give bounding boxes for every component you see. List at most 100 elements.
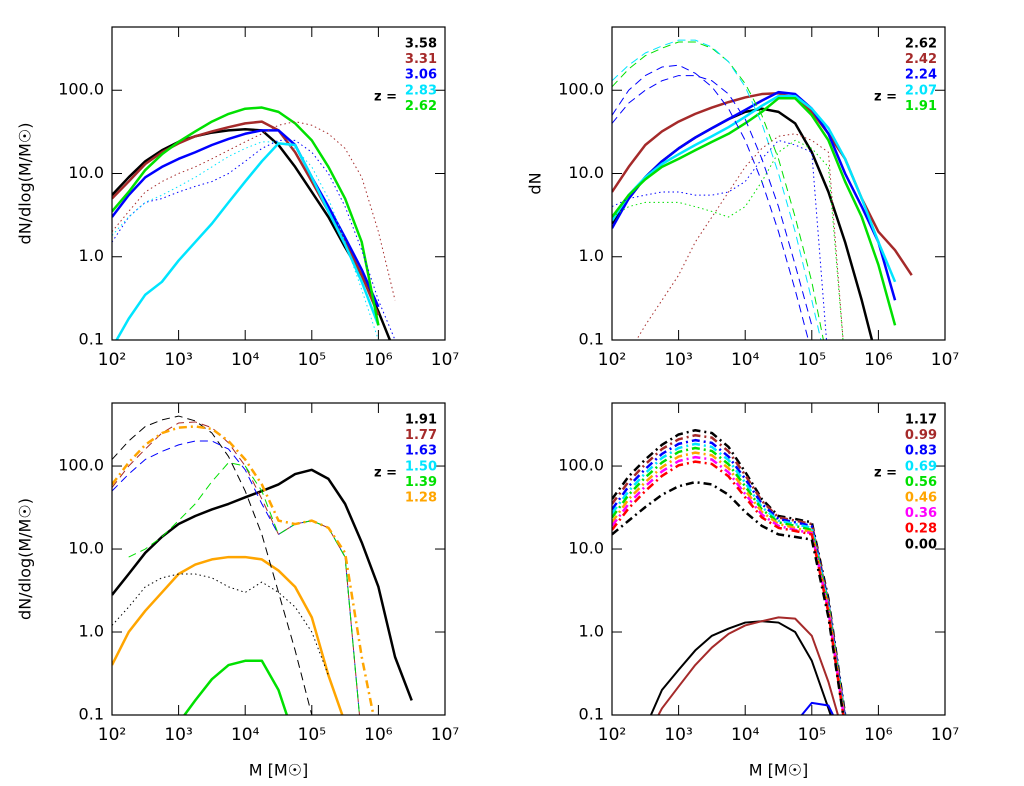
series-line <box>112 120 380 316</box>
y-tick-label: 10.0 <box>68 539 104 558</box>
x-tick-label: 10⁴ <box>731 350 760 370</box>
x-tick-label: 10⁴ <box>231 350 260 370</box>
plot-area <box>612 428 847 715</box>
series-line <box>612 39 822 340</box>
y-axis-label: dN/dlog(M/M☉) <box>16 498 35 620</box>
legend-entry: 2.62 <box>405 99 437 114</box>
x-tick-label: 10³ <box>664 350 692 370</box>
series-line <box>612 442 846 715</box>
x-tick-label: 10³ <box>664 725 692 745</box>
series-line <box>612 139 844 340</box>
x-tick-label: 10⁵ <box>298 725 326 745</box>
x-tick-label: 10⁵ <box>798 350 826 370</box>
plot-frame <box>611 26 946 341</box>
plot-area <box>112 415 413 715</box>
y-tick-label: 10.0 <box>568 163 604 182</box>
x-tick-label: 10⁷ <box>431 725 460 745</box>
legend-label: z = <box>374 466 397 481</box>
series-line <box>612 455 845 715</box>
series-line <box>612 92 913 276</box>
x-axis-label: M [M☉] <box>749 761 809 780</box>
series-line <box>612 139 827 340</box>
series-line <box>112 440 360 715</box>
series-line <box>612 480 845 715</box>
legend-entry: 3.58 <box>405 37 437 52</box>
legend-entry: 3.31 <box>405 52 437 67</box>
series-line <box>612 460 845 715</box>
series-line <box>612 75 813 326</box>
plot-area <box>112 106 396 340</box>
legend-entry: 0.99 <box>905 428 937 443</box>
legend-entry: 0.28 <box>905 522 937 537</box>
x-tick-label: 10⁷ <box>431 350 460 370</box>
y-tick-label: 100.0 <box>558 80 604 99</box>
y-tick-label: 10.0 <box>568 539 604 558</box>
x-tick-label: 10⁶ <box>364 350 393 370</box>
x-tick-label: 10⁶ <box>864 350 893 370</box>
series-line <box>112 415 313 715</box>
legend-entry: 0.00 <box>905 537 937 552</box>
series-line <box>612 64 809 340</box>
plot-frame <box>611 402 946 716</box>
x-tick-label: 10⁴ <box>731 725 760 745</box>
panel: 10² 10³ 10⁴ 10⁵ 10⁶ 10⁷ 0.1 1.0 10.0 100.0 1.170.9… <box>558 402 960 780</box>
series-line <box>612 434 846 715</box>
legend-entry: 0.69 <box>905 459 937 474</box>
x-tick-label: 10³ <box>164 725 192 745</box>
legend-entry: 1.28 <box>405 491 437 506</box>
legend-entry: 1.50 <box>405 459 437 474</box>
legend-entry: 0.36 <box>905 506 937 521</box>
series-line <box>112 121 396 301</box>
series-line <box>112 555 344 715</box>
plot-area <box>612 39 913 340</box>
legend-label: z = <box>374 90 397 105</box>
legend-entry: 2.62 <box>905 37 937 52</box>
x-tick-label: 10⁷ <box>931 725 960 745</box>
x-tick-label: 10² <box>598 725 626 745</box>
plot-frame <box>111 402 446 716</box>
legend-entry: 2.83 <box>405 83 437 98</box>
series-line <box>612 451 846 715</box>
y-axis-label: dN/dlog(M/M☉) <box>16 123 35 245</box>
x-tick-label: 10² <box>598 350 626 370</box>
plot-frame <box>111 26 446 341</box>
y-tick-label: 1.0 <box>79 246 104 265</box>
series-line <box>112 139 396 340</box>
y-tick-label: 100.0 <box>558 456 604 475</box>
legend-entry: 1.17 <box>905 413 937 428</box>
legend-entry: 1.91 <box>905 99 937 114</box>
legend-entry: 1.77 <box>405 428 437 443</box>
legend-label: z = <box>874 466 897 481</box>
y-axis-label: dN <box>526 172 545 194</box>
y-tick-label: 1.0 <box>579 246 604 265</box>
y-tick-label: 0.1 <box>79 705 104 724</box>
legend-entry: 3.06 <box>405 68 437 83</box>
legend-entry: 0.46 <box>905 491 937 506</box>
legend-entry: 1.91 <box>405 413 437 428</box>
panel: 10² 10³ 10⁴ 10⁵ 10⁶ 10⁷ 0.1 1.0 10.0 100.0 2.622.4… <box>526 26 959 370</box>
x-tick-label: 10⁶ <box>864 725 893 745</box>
y-tick-label: 0.1 <box>579 330 604 349</box>
series-line <box>182 659 289 715</box>
x-tick-label: 10³ <box>164 350 192 370</box>
y-tick-label: 10.0 <box>68 163 104 182</box>
x-tick-label: 10⁶ <box>364 725 393 745</box>
x-axis-label: M [M☉] <box>249 761 309 780</box>
series-line <box>612 438 846 715</box>
legend-entry: 2.07 <box>905 83 937 98</box>
legend-entry: 0.56 <box>905 475 937 490</box>
legend-label: z = <box>874 90 897 105</box>
panel: 10² 10³ 10⁴ 10⁵ 10⁶ 10⁷ 0.1 1.0 10.0 100.0 3.583.3… <box>16 26 460 370</box>
legend-entry: 2.24 <box>905 68 937 83</box>
x-tick-label: 10⁵ <box>298 350 326 370</box>
y-tick-label: 100.0 <box>58 456 104 475</box>
series-line <box>112 425 375 715</box>
series-line <box>612 94 897 283</box>
panel: 10² 10³ 10⁴ 10⁵ 10⁶ 10⁷ 0.1 1.0 10.0 100.0 1.911.7… <box>16 402 460 780</box>
series-line <box>612 97 897 326</box>
series-line <box>115 142 380 340</box>
x-tick-label: 10² <box>98 350 126 370</box>
legend-entry: 0.83 <box>905 444 937 459</box>
series-line <box>128 462 360 715</box>
